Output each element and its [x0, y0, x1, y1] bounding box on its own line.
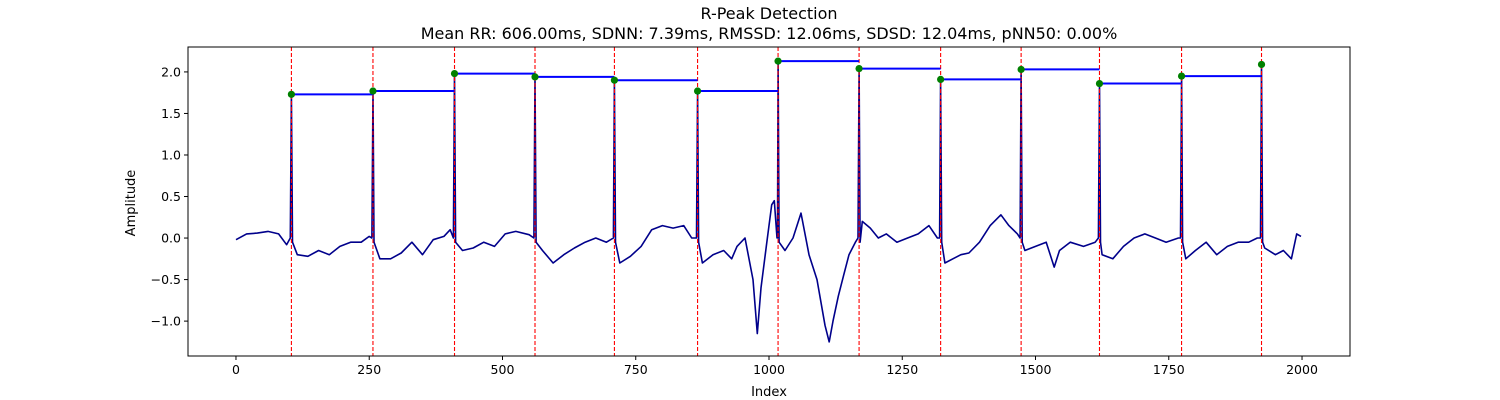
x-tick-label-7: 1750: [1153, 362, 1185, 377]
x-tick-label-4: 1000: [753, 362, 785, 377]
x-tick-label-2: 500: [491, 362, 515, 377]
x-tick-label-8: 2000: [1286, 362, 1318, 377]
r-peak-marker-8: [937, 75, 945, 83]
r-peak-marker-1: [369, 87, 377, 95]
r-peak-marker-11: [1177, 72, 1186, 80]
y-tick-label-2: 0.0: [161, 231, 181, 246]
x-tick-label-3: 750: [624, 362, 648, 377]
y-axis-label: Amplitude: [124, 170, 139, 237]
y-tick-label-6: 2.0: [161, 64, 181, 79]
y-tick-label-0: −1.0: [151, 314, 181, 329]
x-axis-label: Index: [751, 385, 787, 400]
y-tick-label-3: 0.5: [161, 189, 181, 204]
y-tick-label-5: 1.5: [161, 106, 181, 121]
r-peak-marker-3: [531, 73, 539, 81]
ecg-signal-line: [235, 60, 1302, 343]
y-tick-label-1: −0.5: [151, 272, 181, 287]
r-peak-marker-5: [693, 87, 702, 95]
r-peak-marker-7: [855, 64, 863, 73]
r-peak-marker-4: [610, 76, 619, 84]
r-peak-marker-10: [1095, 79, 1104, 88]
r-peak-marker-9: [1017, 65, 1025, 74]
x-tick-label-5: 1250: [886, 362, 918, 377]
r-peak-marker-2: [450, 69, 459, 78]
x-tick-label-0: 0: [232, 362, 240, 377]
y-tick-label-4: 1.0: [161, 147, 181, 162]
plot-area: 0 250 500 750 1000 1250 1500 1750 2000 −1.0 −0.5 0.…: [151, 46, 1351, 377]
chart-subtitle: Mean RR: 606.00ms, SDNN: 7.39ms, RMSSD: …: [421, 24, 1118, 43]
x-tick-label-1: 250: [357, 362, 381, 377]
r-peak-marker-12: [1257, 60, 1266, 69]
r-peak-marker-0: [287, 90, 296, 98]
x-tick-label-6: 1500: [1020, 362, 1052, 377]
r-peak-marker-6: [774, 57, 782, 65]
chart-title: R-Peak Detection: [700, 4, 837, 23]
